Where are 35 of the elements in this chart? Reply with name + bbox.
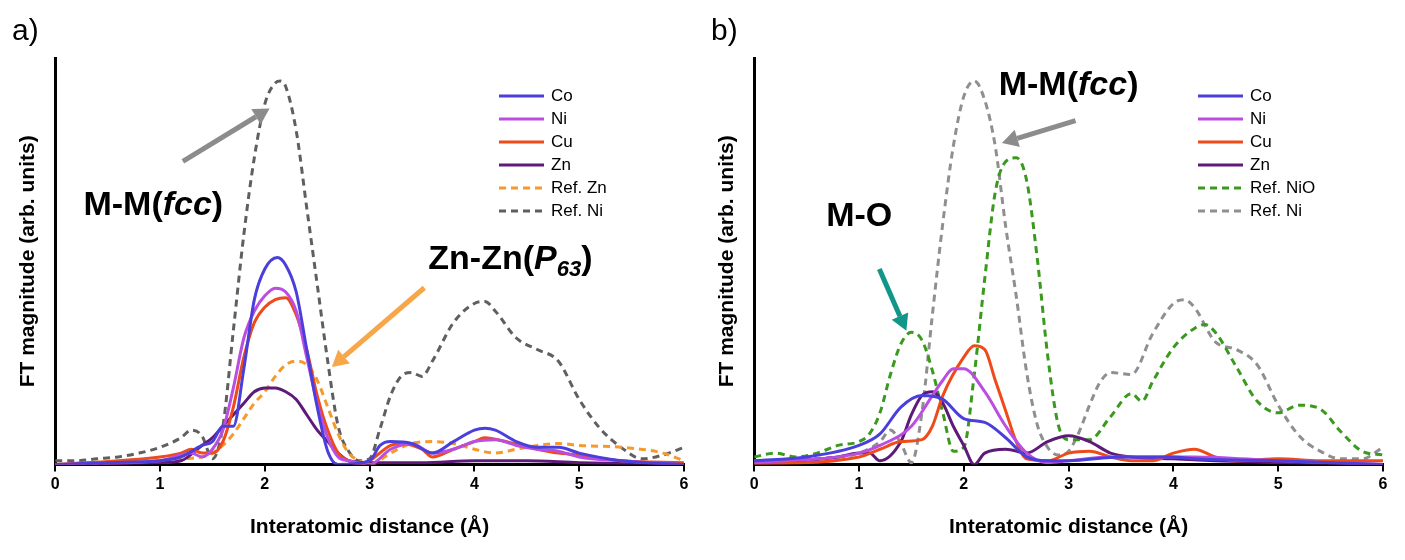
annotation: M-O [826, 194, 893, 233]
legend-label: Zn [551, 154, 571, 174]
x-tick-label: 3 [365, 474, 375, 492]
legend-label: Cu [1250, 131, 1272, 151]
annotation: M-M(fcc) [83, 184, 224, 223]
x-tick-label: 6 [679, 474, 689, 492]
legend-label: Ref. Ni [1250, 200, 1302, 220]
x-tick-label: 4 [1168, 474, 1178, 492]
legend-label: Ref. Ni [551, 200, 603, 220]
x-tick-label: 3 [1064, 474, 1074, 492]
x-tick-label: 5 [1273, 474, 1283, 492]
y-axis-title: FT magnitude (arb. units) [15, 135, 39, 388]
x-axis-title: Interatomic distance (Å) [948, 514, 1189, 538]
y-axis-title: FT magnitude (arb. units) [714, 135, 738, 388]
chart-title: b) [711, 13, 738, 47]
x-tick-label: 0 [749, 474, 759, 492]
legend-label: Cu [551, 131, 573, 151]
x-tick-label: 5 [574, 474, 584, 492]
x-tick-label: 2 [260, 474, 270, 492]
x-tick-label: 2 [959, 474, 969, 492]
legend-label: Ni [1250, 108, 1267, 128]
legend-label: Co [1250, 85, 1272, 105]
legend-label: Co [551, 85, 573, 105]
x-axis-title: Interatomic distance (Å) [249, 514, 490, 538]
legend-label: Ref. NiO [1250, 177, 1316, 197]
x-tick-label: 0 [50, 474, 60, 492]
x-tick-label: 6 [1378, 474, 1388, 492]
legend-label: Ref. Zn [551, 177, 607, 197]
chart-title: a) [12, 13, 39, 47]
legend-label: Ni [551, 108, 568, 128]
annotation: M-M(fcc) [998, 64, 1139, 103]
x-tick-label: 4 [469, 474, 479, 492]
x-tick-label: 1 [854, 474, 864, 492]
x-tick-label: 1 [155, 474, 165, 492]
legend-label: Zn [1250, 154, 1270, 174]
